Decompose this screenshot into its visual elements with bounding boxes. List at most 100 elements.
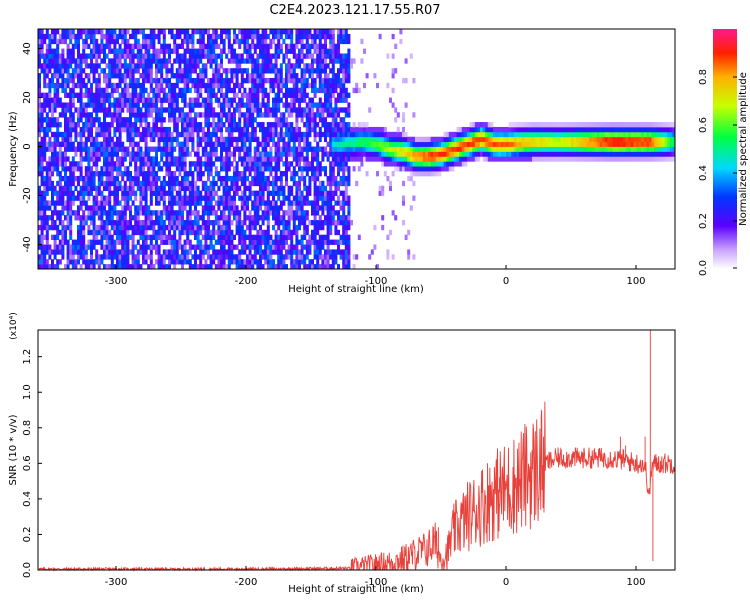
heatmap-cell [391,210,395,216]
heatmap-cell [287,229,291,236]
heatmap-cell [274,73,278,79]
heatmap-cell [181,68,184,74]
heatmap-cell [66,43,70,49]
heatmap-cell [230,48,234,54]
heatmap-cell [84,53,88,59]
heatmap-cell [40,63,44,69]
heatmap-cell [298,53,301,59]
heatmap-cell [264,63,268,69]
heatmap-cell [105,136,109,143]
heatmap-cell [235,122,239,128]
heatmap-cell [142,205,145,211]
heatmap-cell [69,190,73,196]
heatmap-cell [300,97,304,103]
heatmap-cell [160,97,164,103]
heatmap-cell [222,156,226,162]
heatmap-cell [277,239,281,245]
heatmap-cell [357,126,361,133]
heatmap-cell [324,97,327,103]
heatmap-cell [266,102,270,108]
heatmap-cell [259,53,262,59]
heatmap-cell [116,195,119,201]
heatmap-cell [196,175,200,182]
heatmap-cell [199,112,203,118]
heatmap-cell [136,126,140,133]
heatmap-cell [40,175,44,182]
heatmap-cell [425,161,429,167]
heatmap-cell [331,82,335,89]
heatmap-cell [344,97,348,103]
heatmap-cell [84,122,88,128]
heatmap-cell [256,166,260,172]
heatmap-cell [92,171,96,177]
heatmap-cell [194,122,197,128]
heatmap-cell [118,131,122,138]
heatmap-cell [339,87,343,94]
heatmap-cell [123,77,127,84]
heatmap-cell [92,215,96,221]
heatmap-cell [360,136,364,143]
heatmap-cell [248,33,252,40]
heatmap-cell [308,175,312,182]
heatmap-cell [334,180,338,187]
heatmap-cell [295,77,299,84]
heatmap-cell [173,195,177,201]
heatmap-cell [82,38,86,45]
heatmap-cell [274,141,278,147]
heatmap-cell [48,43,52,49]
heatmap-cell [183,141,187,147]
heatmap-cell [212,249,216,255]
heatmap-cell [316,156,320,162]
heatmap-cell [251,33,255,40]
heatmap-cell [194,264,197,270]
heatmap-cell [331,205,335,211]
heatmap-cell [61,234,65,241]
heatmap-cell [324,215,327,221]
heatmap-cell [259,254,262,260]
heatmap-cell [274,190,278,196]
heatmap-cell [178,112,182,118]
heatmap-cell [305,53,309,59]
heatmap-cell [248,156,252,162]
heatmap-cell [222,190,226,196]
heatmap-cell [251,239,255,245]
heatmap-cell [407,141,411,147]
heatmap-cell [194,215,197,221]
heatmap-cell [126,87,130,94]
heatmap-cell [100,146,104,152]
heatmap-cell [118,33,122,40]
heatmap-cell [82,126,86,133]
heatmap-cell [95,195,99,201]
heatmap-cell [412,112,416,118]
heatmap-cell [287,112,291,118]
heatmap-cell [308,200,312,206]
heatmap-cell [53,97,57,103]
heatmap-cell [95,210,99,216]
heatmap-cell [248,107,252,113]
heatmap-cell [131,224,135,231]
heatmap-cell [225,229,229,236]
heatmap-cell [352,141,356,147]
heatmap-cell [287,102,291,108]
heatmap-cell [269,161,273,167]
heatmap-cell [331,175,335,182]
heatmap-cell [329,58,333,64]
heatmap-cell [313,244,317,250]
heatmap-cell [396,161,400,167]
heatmap-cell [370,141,374,147]
heatmap-cell [90,112,93,118]
heatmap-cell [422,146,426,152]
heatmap-cell [108,195,112,201]
heatmap-cell [165,249,169,255]
heatmap-cell [220,73,223,79]
heatmap-cell [360,38,364,45]
heatmap-cell [175,195,179,201]
heatmap-cell [149,185,153,192]
heatmap-cell [43,63,47,69]
heatmap-cell [227,244,231,250]
heatmap-cell [110,112,114,118]
heatmap-cell [92,122,96,128]
heatmap-cell [350,136,353,143]
heatmap-cell [287,73,291,79]
heatmap-cell [139,210,143,216]
